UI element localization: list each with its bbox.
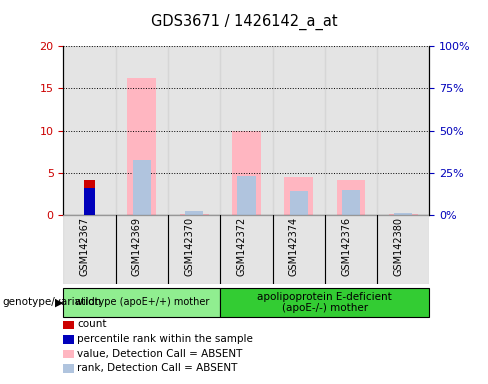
Bar — [84, 188, 95, 215]
Text: GDS3671 / 1426142_a_at: GDS3671 / 1426142_a_at — [151, 13, 337, 30]
Bar — [337, 180, 366, 215]
FancyBboxPatch shape — [220, 288, 429, 317]
Text: ▶: ▶ — [55, 297, 64, 308]
Bar — [116, 46, 168, 215]
Bar — [377, 46, 429, 215]
Bar — [377, 215, 429, 284]
Bar — [273, 46, 325, 215]
Text: GSM142370: GSM142370 — [184, 217, 194, 276]
Bar — [168, 215, 220, 284]
Bar — [63, 46, 116, 215]
Text: apolipoprotein E-deficient
(apoE-/-) mother: apolipoprotein E-deficient (apoE-/-) mot… — [258, 291, 392, 313]
Text: GSM142367: GSM142367 — [80, 217, 90, 276]
Bar — [220, 46, 273, 215]
Bar — [389, 214, 418, 215]
Text: genotype/variation: genotype/variation — [2, 297, 102, 308]
Text: GSM142374: GSM142374 — [289, 217, 299, 276]
Bar — [127, 78, 156, 215]
Bar — [220, 215, 273, 284]
Text: count: count — [77, 319, 106, 329]
Text: wildtype (apoE+/+) mother: wildtype (apoE+/+) mother — [75, 297, 209, 308]
Bar — [273, 215, 325, 284]
Bar — [180, 214, 208, 215]
Bar — [232, 131, 261, 215]
Bar — [394, 212, 412, 215]
Bar — [325, 215, 377, 284]
Bar — [289, 190, 308, 215]
Bar — [185, 211, 203, 215]
Bar — [342, 190, 360, 215]
Bar — [325, 46, 377, 215]
Bar — [285, 177, 313, 215]
Bar — [133, 160, 151, 215]
Bar — [84, 180, 95, 215]
Text: GSM142376: GSM142376 — [341, 217, 351, 276]
Text: GSM142369: GSM142369 — [132, 217, 142, 276]
Text: percentile rank within the sample: percentile rank within the sample — [77, 334, 253, 344]
Text: GSM142372: GSM142372 — [237, 217, 246, 276]
Text: rank, Detection Call = ABSENT: rank, Detection Call = ABSENT — [77, 363, 238, 373]
Text: value, Detection Call = ABSENT: value, Detection Call = ABSENT — [77, 349, 243, 359]
FancyBboxPatch shape — [63, 288, 220, 317]
Bar — [63, 215, 116, 284]
Text: GSM142380: GSM142380 — [393, 217, 403, 276]
Bar — [168, 46, 220, 215]
Bar — [237, 176, 256, 215]
Bar — [116, 215, 168, 284]
